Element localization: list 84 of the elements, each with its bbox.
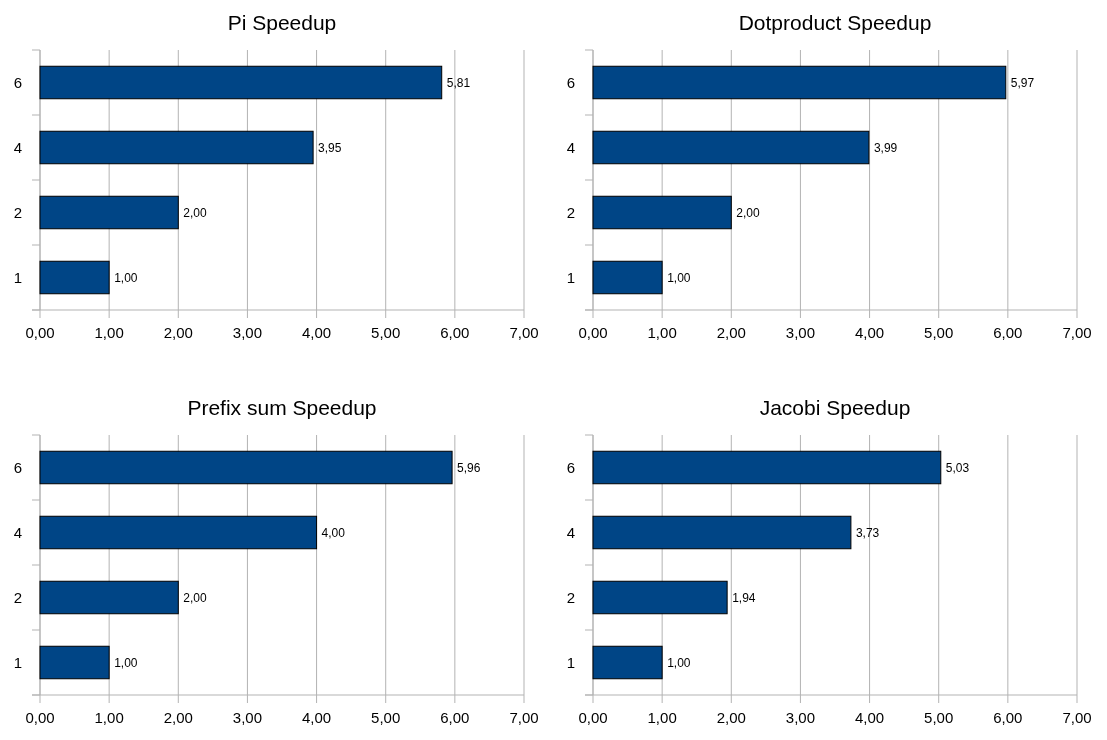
data-label: 1,00 — [114, 270, 138, 285]
x-tick-label: 0,00 — [578, 709, 608, 726]
data-label: 2,00 — [736, 205, 760, 220]
bar — [39, 195, 179, 230]
x-tick-label: 5,00 — [924, 324, 954, 341]
x-tick-label: 1,00 — [647, 324, 677, 341]
bar — [39, 260, 110, 295]
x-tick-label: 7,00 — [1062, 709, 1092, 726]
x-tick-label: 6,00 — [440, 324, 470, 341]
x-tick-label: 6,00 — [993, 324, 1023, 341]
x-tick-label: 0,00 — [25, 324, 55, 341]
y-tick-label: 4 — [566, 138, 576, 156]
data-label: 3,73 — [855, 525, 880, 540]
bar — [39, 515, 318, 550]
bar — [592, 580, 728, 615]
x-tick-label: 7,00 — [1062, 324, 1092, 341]
data-label: 1,00 — [667, 655, 691, 670]
x-tick-label: 3,00 — [232, 709, 263, 726]
data-label: 2,00 — [183, 590, 207, 605]
y-tick-label: 4 — [13, 138, 23, 156]
bar — [39, 645, 110, 680]
bar — [592, 260, 663, 295]
bar — [592, 645, 663, 680]
data-label: 4,00 — [321, 525, 346, 540]
y-tick-label: 6 — [13, 458, 23, 476]
data-label: 5,03 — [945, 460, 970, 475]
chart-title: Prefix sum Speedup — [187, 396, 377, 419]
x-tick-label: 1,00 — [94, 709, 124, 726]
y-tick-label: 2 — [13, 203, 23, 221]
bar — [592, 130, 870, 165]
data-label: 5,81 — [446, 75, 471, 90]
y-tick-label: 2 — [13, 588, 23, 606]
x-tick-label: 4,00 — [854, 709, 885, 726]
x-tick-label: 4,00 — [301, 324, 332, 341]
x-tick-label: 0,00 — [578, 324, 608, 341]
chart-title: Pi Speedup — [227, 11, 337, 34]
x-tick-label: 1,00 — [94, 324, 124, 341]
y-tick-label: 2 — [566, 588, 576, 606]
y-tick-label: 2 — [566, 203, 576, 221]
x-tick-label: 1,00 — [647, 709, 677, 726]
data-label: 5,97 — [1010, 75, 1035, 90]
x-tick-label: 2,00 — [163, 324, 193, 341]
x-tick-label: 5,00 — [371, 709, 401, 726]
y-tick-label: 6 — [13, 73, 23, 91]
chart-title: Jacobi Speedup — [759, 396, 911, 419]
data-label: 1,00 — [667, 270, 691, 285]
data-label: 1,94 — [732, 590, 756, 605]
x-tick-label: 7,00 — [509, 709, 539, 726]
data-label: 2,00 — [183, 205, 207, 220]
data-label: 3,99 — [873, 140, 898, 155]
data-label: 1,00 — [114, 655, 138, 670]
bar — [592, 65, 1007, 100]
x-tick-label: 6,00 — [993, 709, 1023, 726]
y-tick-label: 4 — [13, 523, 23, 541]
x-tick-label: 7,00 — [509, 324, 539, 341]
x-tick-label: 2,00 — [163, 709, 193, 726]
x-tick-label: 4,00 — [854, 324, 885, 341]
x-tick-label: 6,00 — [440, 709, 470, 726]
y-tick-label: 1 — [566, 653, 576, 671]
x-tick-label: 4,00 — [301, 709, 332, 726]
x-tick-label: 3,00 — [785, 709, 816, 726]
x-tick-label: 3,00 — [232, 324, 263, 341]
x-tick-label: 0,00 — [25, 709, 55, 726]
data-label: 3,95 — [318, 140, 342, 155]
bar — [592, 450, 942, 485]
y-tick-label: 1 — [13, 268, 23, 286]
x-tick-label: 5,00 — [371, 324, 401, 341]
data-label: 5,96 — [457, 460, 481, 475]
y-tick-label: 6 — [566, 458, 576, 476]
x-tick-label: 3,00 — [785, 324, 816, 341]
bar — [39, 450, 453, 485]
bar — [592, 195, 732, 230]
y-tick-label: 1 — [13, 653, 23, 671]
chart-title: Dotproduct Speedup — [738, 11, 932, 34]
y-tick-label: 4 — [566, 523, 576, 541]
x-tick-label: 5,00 — [924, 709, 954, 726]
x-tick-label: 2,00 — [716, 324, 746, 341]
bar — [39, 580, 179, 615]
bar — [39, 65, 443, 100]
bar — [39, 130, 314, 165]
y-tick-label: 1 — [566, 268, 576, 286]
x-tick-label: 2,00 — [716, 709, 746, 726]
y-tick-label: 6 — [566, 73, 576, 91]
bar — [592, 515, 852, 550]
